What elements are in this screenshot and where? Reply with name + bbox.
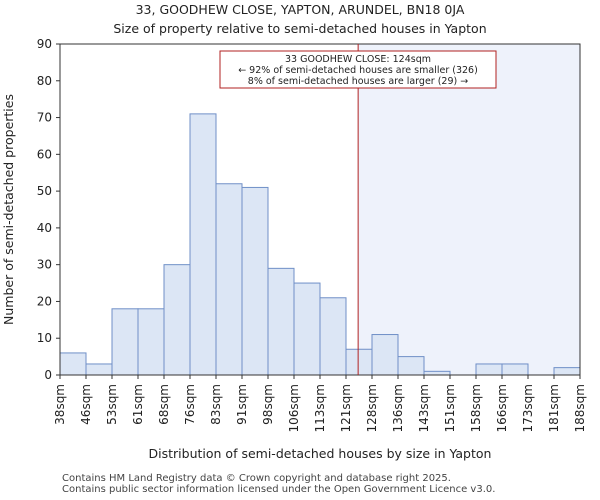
bar-91sqm [241,186,269,376]
x-axis-label: Distribution of semi-detached houses by … [149,446,492,461]
bar-158sqm [475,363,503,376]
bar-53sqm [111,308,139,376]
x-tick-label: 91sqm [235,384,249,425]
bar-106sqm [293,282,321,376]
bar-121sqm [345,348,373,376]
x-tick-label: 188sqm [573,384,587,432]
bar-128sqm [371,334,399,376]
y-tick-label: 50 [37,184,52,198]
bar-46sqm [85,363,113,376]
y-tick-label: 40 [37,221,52,235]
x-tick-label: 166sqm [495,384,509,432]
x-tick-label: 61sqm [131,384,145,425]
bar-68sqm [163,264,191,376]
x-tick-label: 53sqm [105,384,119,425]
chart-subtitle: Size of property relative to semi-detach… [113,21,486,36]
chart-title: 33, GOODHEW CLOSE, YAPTON, ARUNDEL, BN18… [136,2,465,17]
bar-98sqm [267,267,295,376]
annotation-line-2: ← 92% of semi-detached houses are smalle… [238,65,478,76]
bar-38sqm [59,352,87,376]
x-tick-label: 46sqm [79,384,93,425]
bar-143sqm [423,370,451,376]
y-tick-label: 90 [37,37,52,51]
x-tick-label: 83sqm [209,384,223,425]
x-tick-label: 38sqm [53,384,67,425]
x-tick-label: 158sqm [469,384,483,432]
annotation-line-1: 33 GOODHEW CLOSE: 124sqm [285,54,431,65]
annotation-line-3: 8% of semi-detached houses are larger (2… [248,76,468,87]
bar-181sqm [553,367,581,376]
x-tick-label: 106sqm [287,384,301,432]
y-tick-label: 70 [37,111,52,125]
x-tick-label: 76sqm [183,384,197,425]
y-tick-label: 30 [37,258,52,272]
bar-166sqm [501,363,529,376]
x-tick-label: 173sqm [521,384,535,432]
highlight-region [358,44,580,375]
bar-76sqm [189,113,217,376]
x-tick-label: 136sqm [391,384,405,432]
y-tick-label: 60 [37,147,52,161]
bar-136sqm [397,356,425,376]
footer-line-1: Contains HM Land Registry data © Crown c… [62,473,451,484]
footer-line-2: Contains public sector information licen… [62,484,496,495]
y-tick-label: 0 [44,368,52,382]
y-tick-label: 80 [37,74,52,88]
x-tick-label: 98sqm [261,384,275,425]
x-tick-label: 121sqm [339,384,353,432]
bar-113sqm [319,297,347,376]
annotation-box [219,50,497,89]
bar-83sqm [215,183,243,376]
y-tick-label: 20 [37,294,52,308]
x-tick-label: 68sqm [157,384,171,425]
bar-61sqm [137,308,165,376]
x-tick-label: 128sqm [365,384,379,432]
x-tick-label: 151sqm [443,384,457,432]
x-tick-label: 113sqm [313,384,327,432]
x-tick-label: 181sqm [547,384,561,432]
y-axis-label: Number of semi-detached properties [1,94,16,325]
y-tick-label: 10 [37,331,52,345]
x-tick-label: 143sqm [417,384,431,432]
